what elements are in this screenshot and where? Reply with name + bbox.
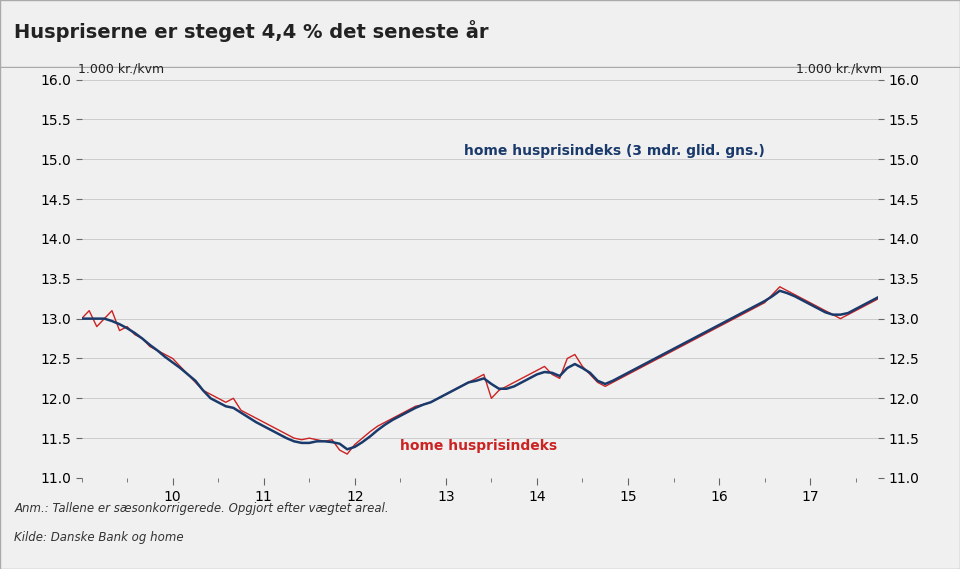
Text: 1.000 kr./kvm: 1.000 kr./kvm	[78, 63, 164, 76]
Text: Kilde: Danske Bank og home: Kilde: Danske Bank og home	[14, 530, 184, 543]
Text: home husprisindeks: home husprisindeks	[400, 439, 558, 453]
Text: Anm.: Tallene er sæsonkorrigerede. Opgjort efter vægtet areal.: Anm.: Tallene er sæsonkorrigerede. Opgjo…	[14, 502, 389, 515]
Text: 1.000 kr./kvm: 1.000 kr./kvm	[796, 63, 882, 76]
Text: home husprisindeks (3 mdr. glid. gns.): home husprisindeks (3 mdr. glid. gns.)	[464, 145, 765, 158]
Text: Huspriserne er steget 4,4 % det seneste år: Huspriserne er steget 4,4 % det seneste …	[14, 20, 489, 42]
